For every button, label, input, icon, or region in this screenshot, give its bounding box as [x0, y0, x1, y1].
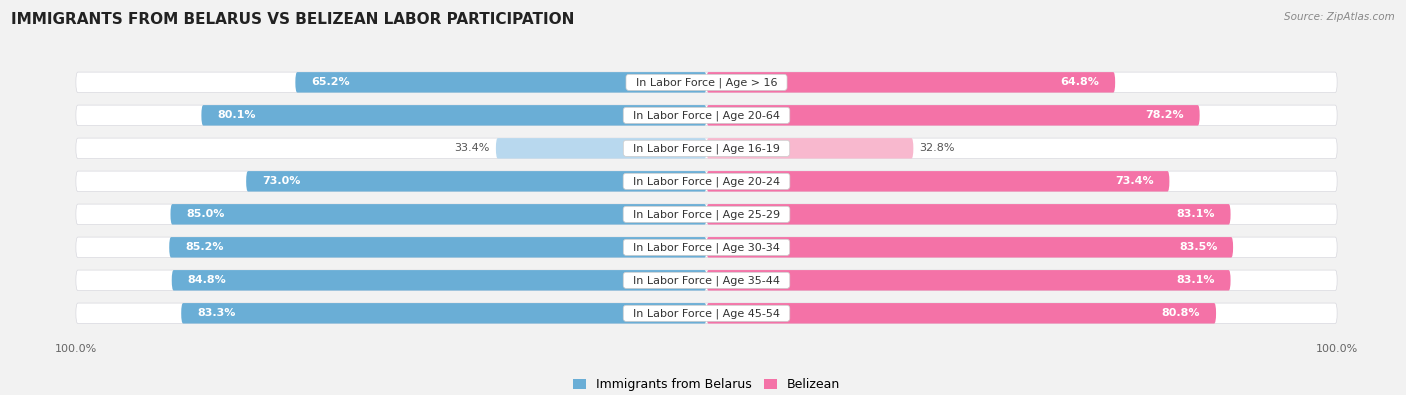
- FancyBboxPatch shape: [76, 303, 1337, 324]
- Text: 73.4%: 73.4%: [1115, 176, 1154, 186]
- FancyBboxPatch shape: [246, 171, 707, 192]
- FancyBboxPatch shape: [76, 171, 1337, 192]
- Text: 85.0%: 85.0%: [186, 209, 225, 219]
- Text: In Labor Force | Age > 16: In Labor Force | Age > 16: [628, 77, 785, 88]
- FancyBboxPatch shape: [169, 237, 707, 258]
- Text: 83.5%: 83.5%: [1180, 242, 1218, 252]
- Text: Source: ZipAtlas.com: Source: ZipAtlas.com: [1284, 12, 1395, 22]
- FancyBboxPatch shape: [170, 204, 707, 224]
- Text: 32.8%: 32.8%: [920, 143, 955, 153]
- FancyBboxPatch shape: [707, 270, 1230, 291]
- FancyBboxPatch shape: [496, 138, 707, 158]
- FancyBboxPatch shape: [181, 303, 707, 324]
- Text: In Labor Force | Age 16-19: In Labor Force | Age 16-19: [626, 143, 787, 154]
- FancyBboxPatch shape: [76, 138, 1337, 158]
- FancyBboxPatch shape: [201, 105, 707, 126]
- Text: 80.1%: 80.1%: [217, 110, 256, 120]
- Text: 33.4%: 33.4%: [454, 143, 489, 153]
- FancyBboxPatch shape: [707, 105, 1199, 126]
- FancyBboxPatch shape: [295, 72, 707, 92]
- Text: In Labor Force | Age 25-29: In Labor Force | Age 25-29: [626, 209, 787, 220]
- Text: 83.3%: 83.3%: [197, 308, 235, 318]
- Text: In Labor Force | Age 20-64: In Labor Force | Age 20-64: [626, 110, 787, 120]
- FancyBboxPatch shape: [76, 270, 1337, 291]
- Text: In Labor Force | Age 30-34: In Labor Force | Age 30-34: [626, 242, 787, 252]
- FancyBboxPatch shape: [707, 72, 1115, 92]
- Text: 83.1%: 83.1%: [1177, 275, 1215, 285]
- Text: 84.8%: 84.8%: [187, 275, 226, 285]
- Text: 73.0%: 73.0%: [262, 176, 301, 186]
- Text: 85.2%: 85.2%: [186, 242, 224, 252]
- Text: 80.8%: 80.8%: [1161, 308, 1201, 318]
- FancyBboxPatch shape: [76, 105, 1337, 126]
- Text: In Labor Force | Age 20-24: In Labor Force | Age 20-24: [626, 176, 787, 186]
- FancyBboxPatch shape: [76, 72, 1337, 92]
- Text: 65.2%: 65.2%: [311, 77, 350, 87]
- FancyBboxPatch shape: [172, 270, 707, 291]
- FancyBboxPatch shape: [707, 237, 1233, 258]
- Text: IMMIGRANTS FROM BELARUS VS BELIZEAN LABOR PARTICIPATION: IMMIGRANTS FROM BELARUS VS BELIZEAN LABO…: [11, 12, 575, 27]
- Text: In Labor Force | Age 35-44: In Labor Force | Age 35-44: [626, 275, 787, 286]
- Text: 83.1%: 83.1%: [1177, 209, 1215, 219]
- Legend: Immigrants from Belarus, Belizean: Immigrants from Belarus, Belizean: [569, 374, 844, 395]
- FancyBboxPatch shape: [707, 171, 1170, 192]
- Text: 78.2%: 78.2%: [1146, 110, 1184, 120]
- FancyBboxPatch shape: [76, 237, 1337, 258]
- FancyBboxPatch shape: [707, 303, 1216, 324]
- FancyBboxPatch shape: [707, 138, 914, 158]
- Text: 64.8%: 64.8%: [1060, 77, 1099, 87]
- Text: In Labor Force | Age 45-54: In Labor Force | Age 45-54: [626, 308, 787, 318]
- FancyBboxPatch shape: [707, 204, 1230, 224]
- FancyBboxPatch shape: [76, 204, 1337, 224]
